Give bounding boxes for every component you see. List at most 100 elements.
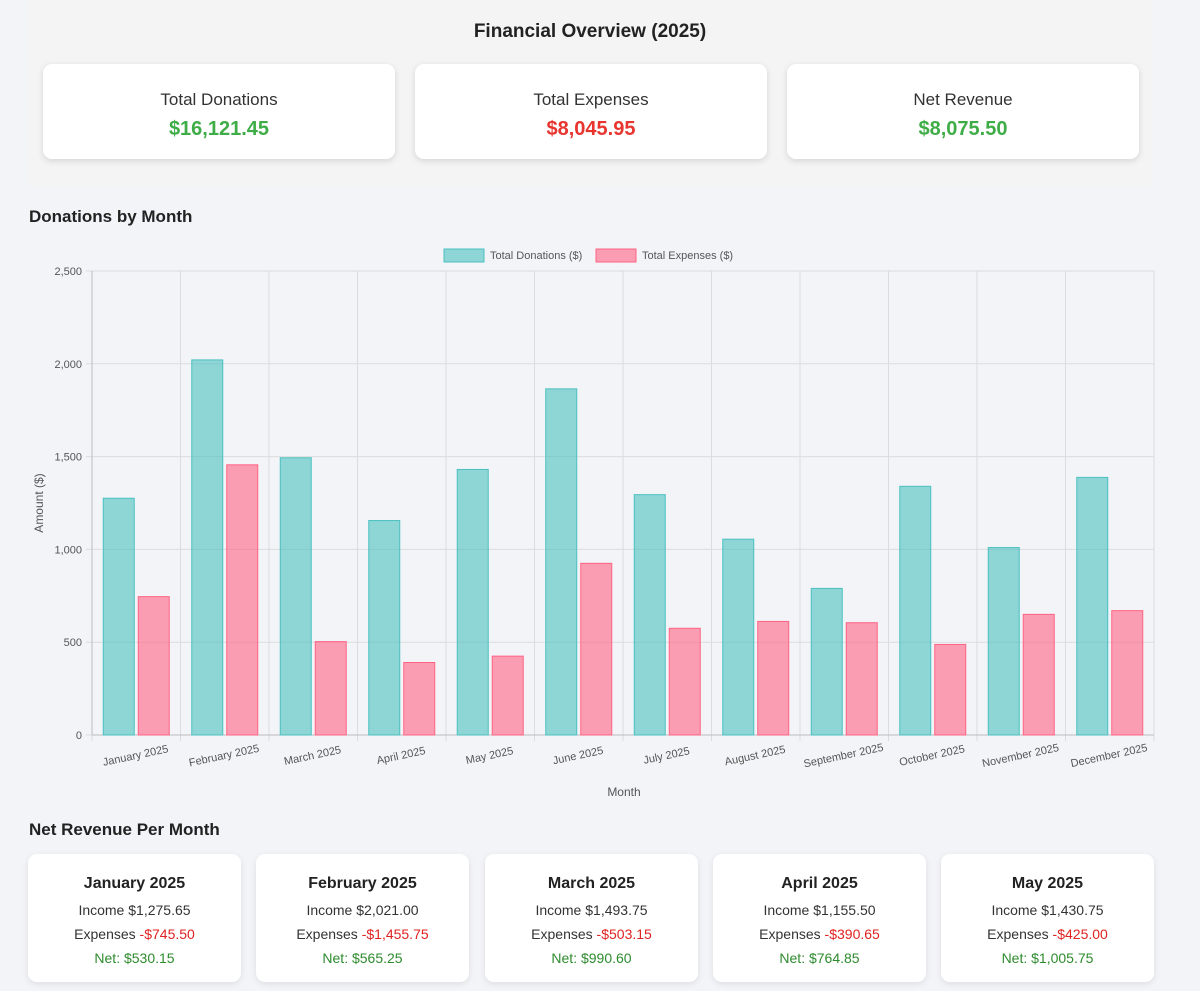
expense-bar	[226, 464, 259, 736]
income-value: $1,275.65	[128, 902, 191, 918]
donation-bar	[899, 485, 932, 736]
donation-bar	[191, 359, 224, 736]
expense-bar	[1111, 610, 1144, 736]
x-tick-label: December 2025	[1070, 742, 1149, 770]
x-tick-label: October 2025	[898, 743, 966, 769]
month-card-income: Income $1,275.65	[28, 902, 241, 918]
expense-bar	[934, 643, 967, 736]
expense-bar	[845, 622, 878, 736]
x-tick-label: May 2025	[465, 745, 515, 767]
expense-bar	[403, 661, 436, 736]
expense-bar	[1022, 613, 1055, 736]
donations-bar-chart: 0 500 1,000 1,500 2,000 2,500 January 2025 Febr…	[32, 248, 1155, 799]
month-card-net: Net: $764.85	[779, 950, 860, 966]
overview-title: Financial Overview (2025)	[473, 21, 707, 42]
x-tick-label: June 2025	[552, 745, 605, 767]
total-expenses-label: Total Expenses	[533, 90, 649, 109]
month-card-income: Income $2,021.00	[256, 902, 469, 918]
expenses-label: Expenses	[759, 926, 821, 942]
expenses-value: -$503.15	[596, 926, 652, 942]
y-tick-label: 0	[76, 730, 82, 742]
expense-bar	[668, 627, 701, 736]
x-tick-label: November 2025	[981, 742, 1060, 770]
donation-bar	[545, 388, 578, 736]
month-card-income: Income $1,155.50	[713, 902, 926, 918]
total-expenses-value: $8,045.95	[546, 118, 636, 140]
month-card-income: Income $1,493.75	[485, 902, 698, 918]
income-value: $2,021.00	[356, 902, 419, 918]
x-tick-label: January 2025	[102, 743, 170, 769]
income-label: Income	[306, 902, 353, 918]
total-donations-label: Total Donations	[160, 90, 278, 109]
month-card-expenses: Expenses -$745.50	[28, 926, 241, 942]
net-revenue-section-title: Net Revenue Per Month	[29, 820, 220, 839]
y-tick-label: 500	[64, 637, 82, 649]
y-tick-label: 2,500	[54, 266, 82, 278]
income-label: Income	[535, 902, 582, 918]
donations-section-title: Donations by Month	[29, 207, 193, 226]
month-card: February 2025 Income $2,021.00 Expenses -$…	[256, 854, 469, 982]
month-card-title: April 2025	[781, 875, 858, 892]
month-card-title: May 2025	[1011, 875, 1084, 892]
x-tick-label: September 2025	[803, 742, 885, 771]
y-axis-title: Amount ($)	[32, 473, 46, 532]
expenses-label: Expenses	[987, 926, 1049, 942]
total-donations-value: $16,121.45	[168, 118, 270, 140]
y-tick-label: 1,500	[54, 452, 82, 464]
month-card-income: Income $1,430.75	[941, 902, 1154, 918]
y-tick-label: 2,000	[54, 359, 82, 371]
month-card: May 2025 Income $1,430.75 Expenses -$425.0…	[941, 854, 1154, 982]
income-value: $1,430.75	[1041, 902, 1104, 918]
donation-bar	[102, 497, 135, 736]
expense-bar	[491, 655, 524, 736]
income-label: Income	[763, 902, 810, 918]
income-label: Income	[78, 902, 125, 918]
expense-bar	[137, 596, 170, 736]
total-donations-card: Total Donations $16,121.45	[43, 64, 395, 159]
month-card-net: Net: $565.25	[322, 950, 403, 966]
expenses-label: Expenses	[296, 926, 358, 942]
net-revenue-label: Net Revenue	[913, 90, 1013, 109]
expense-bar	[314, 641, 347, 736]
expense-bar	[580, 562, 613, 736]
month-card-net: Net: $1,005.75	[1001, 950, 1094, 966]
donation-bar	[987, 547, 1020, 736]
month-card-title: January 2025	[83, 875, 186, 892]
month-card-title: March 2025	[547, 875, 636, 892]
y-tick-label: 1,000	[54, 544, 82, 556]
donation-bar	[368, 520, 401, 736]
legend-label: Total Expenses ($)	[642, 250, 733, 262]
month-card: January 2025 Income $1,275.65 Expenses -$7…	[28, 854, 241, 982]
net-revenue-value: $8,075.50	[918, 118, 1008, 140]
month-card-title: February 2025	[308, 875, 417, 892]
expense-bar	[757, 620, 790, 736]
expenses-label: Expenses	[74, 926, 136, 942]
x-tick-label: July 2025	[642, 745, 691, 767]
donation-bar	[722, 538, 755, 736]
legend-label: Total Donations ($)	[490, 250, 582, 262]
income-label: Income	[991, 902, 1038, 918]
financial-overview-panel: Financial Overview (2025) Total Donation…	[28, 0, 1152, 187]
expenses-value: -$390.65	[824, 926, 880, 942]
donation-bar	[1076, 476, 1109, 736]
month-card-net: Net: $530.15	[94, 950, 175, 966]
total-expenses-card: Total Expenses $8,045.95	[415, 64, 767, 159]
expenses-value: -$1,455.75	[361, 926, 429, 942]
x-axis-title: Month	[607, 785, 640, 799]
expenses-value: -$745.50	[139, 926, 195, 942]
legend-swatch	[443, 248, 485, 263]
net-revenue-card: Net Revenue $8,075.50	[787, 64, 1139, 159]
month-card: March 2025 Income $1,493.75 Expenses -$503…	[485, 854, 698, 982]
x-tick-label: August 2025	[724, 744, 787, 769]
x-tick-label: April 2025	[376, 745, 427, 767]
x-tick-label: February 2025	[188, 743, 260, 770]
legend-swatch	[595, 248, 637, 263]
donation-bar	[810, 587, 843, 736]
month-card-expenses: Expenses -$425.00	[941, 926, 1154, 942]
donation-bar	[633, 494, 666, 736]
donation-bar	[456, 468, 489, 736]
expenses-label: Expenses	[531, 926, 593, 942]
income-value: $1,493.75	[585, 902, 648, 918]
donation-bar	[279, 457, 312, 736]
month-card-expenses: Expenses -$503.15	[485, 926, 698, 942]
